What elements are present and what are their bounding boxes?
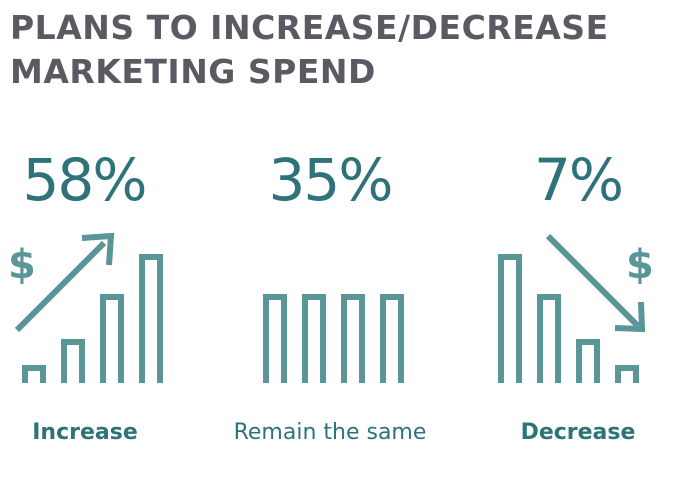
dollar-icon: $ [8, 242, 36, 288]
bar-decrease-3 [576, 339, 600, 383]
bar-increase-1 [22, 365, 46, 383]
bar-same-4 [380, 294, 404, 383]
decrease-icon-group: $ [498, 233, 654, 383]
bar-increase-4 [139, 254, 163, 383]
bar-same-2 [302, 294, 326, 383]
same-icon-group [263, 294, 404, 383]
bar-increase-3 [100, 294, 124, 383]
bar-decrease-1 [498, 254, 522, 383]
increase-icon-group: $ [8, 232, 163, 383]
rising-bars-icon [22, 254, 163, 383]
title-line-2: MARKETING SPEND [10, 52, 376, 91]
equal-bars-icon [263, 294, 404, 383]
value-label-increase: 58% [22, 146, 148, 214]
dollar-icon: $ [626, 242, 654, 288]
category-label-decrease: Decrease [520, 420, 636, 445]
value-label-decrease: 7% [533, 146, 624, 214]
category-label-same: Remain the same [233, 420, 427, 445]
bar-decrease-2 [537, 294, 561, 383]
bar-same-3 [341, 294, 365, 383]
arrow-up-right-icon [14, 232, 115, 333]
bar-same-1 [263, 294, 287, 383]
category-label-increase: Increase [32, 420, 138, 445]
title-line-1: PLANS TO INCREASE/DECREASE [10, 8, 609, 47]
value-label-same: 35% [268, 146, 394, 214]
page-title: PLANS TO INCREASE/DECREASE MARKETING SPE… [10, 6, 609, 94]
falling-bars-icon [498, 254, 639, 383]
arrow-down-right-icon [545, 233, 646, 333]
bar-decrease-4 [615, 365, 639, 383]
bar-increase-2 [61, 339, 85, 383]
